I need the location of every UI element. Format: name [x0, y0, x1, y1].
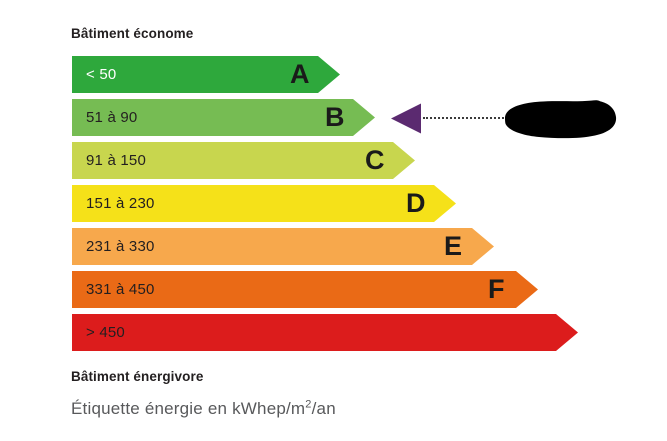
- bar-range-label: 331 à 450: [86, 281, 155, 298]
- energy-class-bar-e: 231 à 330 E: [72, 228, 494, 265]
- bar-range-label: 51 à 90: [86, 109, 138, 126]
- bar-shape: [72, 142, 415, 179]
- unit-superscript-two: 2: [305, 398, 312, 411]
- bar-range-label: 151 à 230: [86, 195, 155, 212]
- bar-class-letter: A: [290, 59, 310, 89]
- bar-range-label: 91 à 150: [86, 152, 146, 169]
- bar-shape: [72, 185, 456, 222]
- bar-shape: [72, 314, 578, 351]
- energy-class-bar-b: 51 à 90 B: [72, 99, 375, 136]
- energy-class-bar-a: < 50 A: [72, 56, 340, 93]
- bar-shape: [72, 271, 538, 308]
- bar-shape: [72, 228, 494, 265]
- energy-class-bar-c: 91 à 150 C: [72, 142, 415, 179]
- unit-suffix-text: /an: [311, 399, 336, 418]
- bar-shape: [72, 99, 375, 136]
- pointer-leader-line: [423, 117, 507, 119]
- bar-shape: [72, 56, 340, 93]
- energy-class-bar-f: 331 à 450 F: [72, 271, 538, 308]
- caption-energy-intensive-building: Bâtiment énergivore: [71, 369, 204, 384]
- bar-class-letter: B: [325, 102, 345, 132]
- bar-range-label: < 50: [86, 66, 117, 83]
- energy-class-bar-g: > 450: [72, 314, 578, 351]
- bar-class-letter: F: [488, 274, 505, 304]
- energy-class-bar-d: 151 à 230 D: [72, 185, 456, 222]
- caption-energy-label-unit: Étiquette énergie en kWhep/m2/an: [71, 399, 336, 419]
- bar-class-letter: C: [365, 145, 385, 175]
- caption-economical-building: Bâtiment économe: [71, 26, 194, 41]
- bar-range-label: > 450: [86, 324, 125, 341]
- class-pointer-arrow-icon: [391, 103, 421, 134]
- unit-prefix-text: Étiquette énergie en kWhep/m: [71, 399, 306, 418]
- bar-range-label: 231 à 330: [86, 238, 155, 255]
- bar-class-letter: D: [406, 188, 426, 218]
- redacted-value-blob: [505, 100, 617, 139]
- bar-class-letter: E: [444, 231, 463, 261]
